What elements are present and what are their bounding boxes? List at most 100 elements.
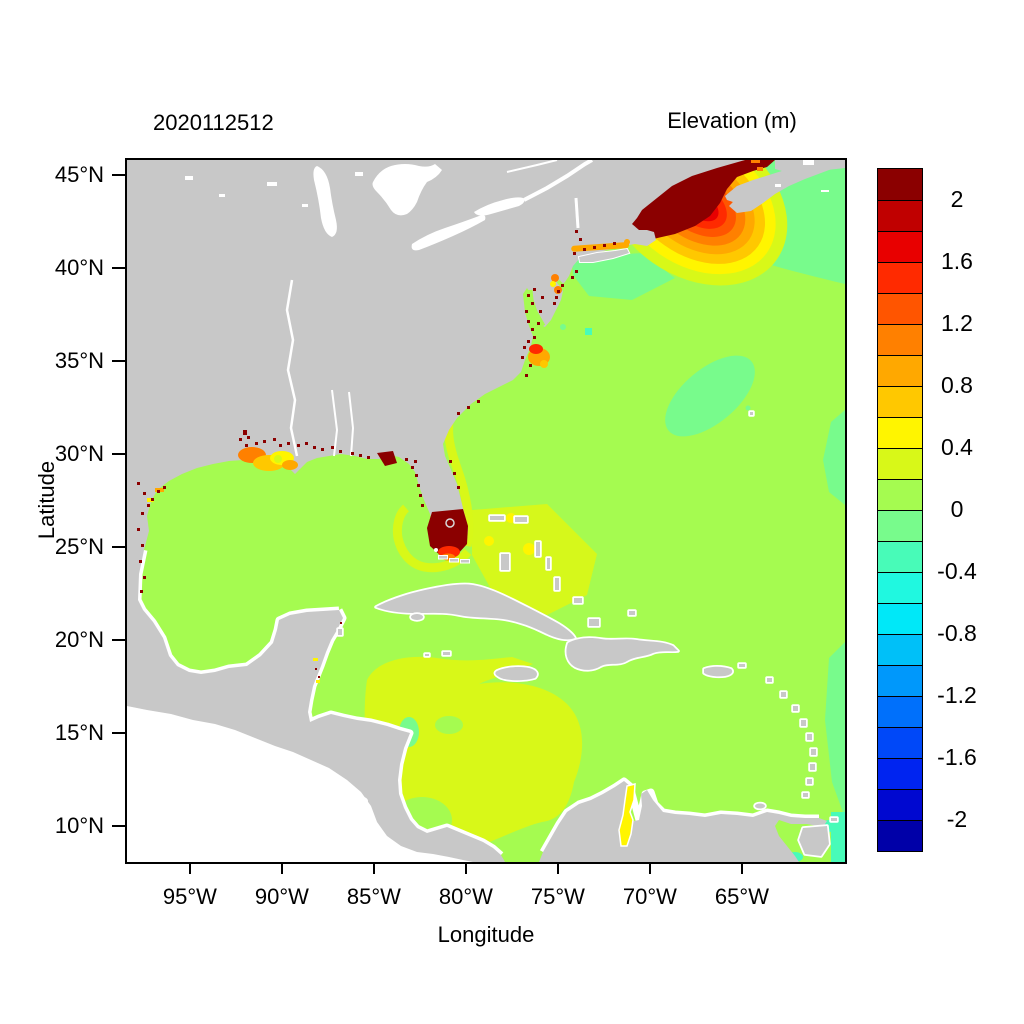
colorbar-tick-label: 2: [950, 186, 964, 212]
colorbar-segment: [878, 820, 922, 851]
island-antilles-9: [801, 791, 810, 799]
colorbar: [877, 168, 923, 852]
y-axis-tick-label: 20°N: [54, 627, 104, 653]
gulf-st-lawrence-notch: [803, 160, 814, 165]
x-axis-tick: [372, 862, 375, 874]
colorbar-tick-label: 0.4: [941, 434, 973, 460]
island-tobago: [829, 816, 839, 823]
x-axis-tick: [464, 862, 467, 874]
ottawa-river: [506, 160, 558, 173]
island-grand-bahama: [488, 514, 506, 522]
colorbar-segment: [878, 231, 922, 262]
island-andros: [499, 552, 511, 572]
chattahoochee-river: [348, 391, 355, 457]
fundy-north-orange-dashes: [751, 160, 763, 171]
y-axis-tick-label: 45°N: [54, 162, 104, 188]
colorbar-tick-label: -0.8: [937, 620, 977, 646]
sable-island: [821, 190, 829, 192]
y-axis-tick-label: 40°N: [54, 255, 104, 281]
y-axis-label: Latitude: [34, 460, 59, 540]
y-axis-tick: [112, 639, 127, 642]
lake-ontario: [474, 197, 525, 216]
island-jamaica: [493, 665, 539, 682]
lake-huron: [372, 164, 442, 216]
colorbar-segment: [878, 448, 922, 479]
island-antilles-1: [765, 676, 774, 684]
colorbar-segment: [878, 634, 922, 665]
x-axis-tick-label: 85°W: [346, 884, 401, 909]
y-axis-tick: [112, 732, 127, 735]
belize-yellow-dots: [313, 658, 320, 683]
island-cuba: [374, 582, 577, 642]
x-axis-tick-label: 95°W: [162, 884, 217, 909]
colorbar-segment: [878, 355, 922, 386]
island-abaco: [513, 515, 529, 524]
hotspot-maracaibo: [618, 783, 636, 847]
island-puerto-rico: [702, 665, 734, 679]
colorbar-tick-label: 1.6: [941, 248, 973, 274]
island-antilles-6: [809, 747, 818, 757]
y-axis-tick: [112, 825, 127, 828]
caribbean-hole-green2: [435, 716, 463, 734]
colorbar-segment: [878, 603, 922, 634]
island-antilles-2: [779, 690, 788, 699]
colorbar-segment: [878, 293, 922, 324]
florida-bands: [392, 421, 474, 573]
island-little-cayman: [423, 652, 431, 658]
great-lakes: [185, 164, 525, 251]
island-virgin: [737, 662, 747, 669]
y-axis-tick-label: 25°N: [54, 534, 104, 560]
hotspot-pamlico: [528, 344, 550, 368]
island-long-island-bs: [553, 576, 561, 592]
y-axis-tick: [112, 546, 127, 549]
colorbar-segment: [878, 541, 922, 572]
colorbar-tick-label: -1.6: [937, 744, 977, 770]
colorbar-tick-label: -0.4: [937, 558, 977, 584]
land-nova-scotia: [725, 162, 837, 213]
x-axis-tick-label: 75°W: [530, 884, 585, 909]
islands: [336, 410, 839, 858]
island-crooked: [572, 596, 584, 605]
island-antilles-8: [805, 777, 814, 786]
island-turks: [627, 609, 637, 617]
nova-scotia-lake: [775, 184, 781, 187]
x-axis-tick: [280, 862, 283, 874]
colorbar-title: Elevation (m): [667, 108, 797, 133]
colorbar-tick-label: -2: [946, 806, 968, 832]
colorbar-tick-label: 0.8: [941, 372, 973, 398]
y-axis-tick: [112, 267, 127, 270]
land-south-america: [539, 781, 827, 862]
island-cozumel: [336, 627, 344, 637]
mississippi-river: [285, 279, 299, 457]
x-axis-tick-label: 90°W: [254, 884, 309, 909]
x-axis-label: Longitude: [437, 922, 535, 947]
colorbar-segment: [878, 169, 922, 200]
colorbar-segment: [878, 789, 922, 820]
colorbar-segment: [878, 200, 922, 231]
map-plot-area: [125, 158, 847, 864]
colorbar-segment: [878, 572, 922, 603]
island-antilles-7: [808, 762, 817, 772]
island-cat: [545, 556, 552, 571]
island-trinidad: [797, 824, 831, 858]
pacific-outside-mesh: [127, 706, 473, 862]
lake-okeechobee: [445, 518, 455, 528]
alabama-river: [331, 389, 339, 457]
lake-michigan: [313, 166, 337, 237]
y-axis-tick-label: 10°N: [54, 813, 104, 839]
lake-erie: [411, 215, 486, 251]
y-axis-tick-label: 35°N: [54, 348, 104, 374]
hotspot-louisiana: [147, 447, 298, 502]
y-axis-tick-label: 30°N: [54, 441, 104, 467]
hotspot-apalachee: [377, 451, 397, 466]
colorbar-segment: [878, 262, 922, 293]
map-canvas: [127, 160, 845, 862]
colorbar-segment: [878, 727, 922, 758]
colorbar-segment: [878, 386, 922, 417]
colorbar-segment: [878, 665, 922, 696]
x-axis-tick: [740, 862, 743, 874]
colorbar-tick-label: -1.2: [937, 682, 977, 708]
y-axis-tick: [112, 174, 127, 177]
colorbar-segment: [878, 324, 922, 355]
shoreline-speckles-darkred: [137, 230, 616, 678]
